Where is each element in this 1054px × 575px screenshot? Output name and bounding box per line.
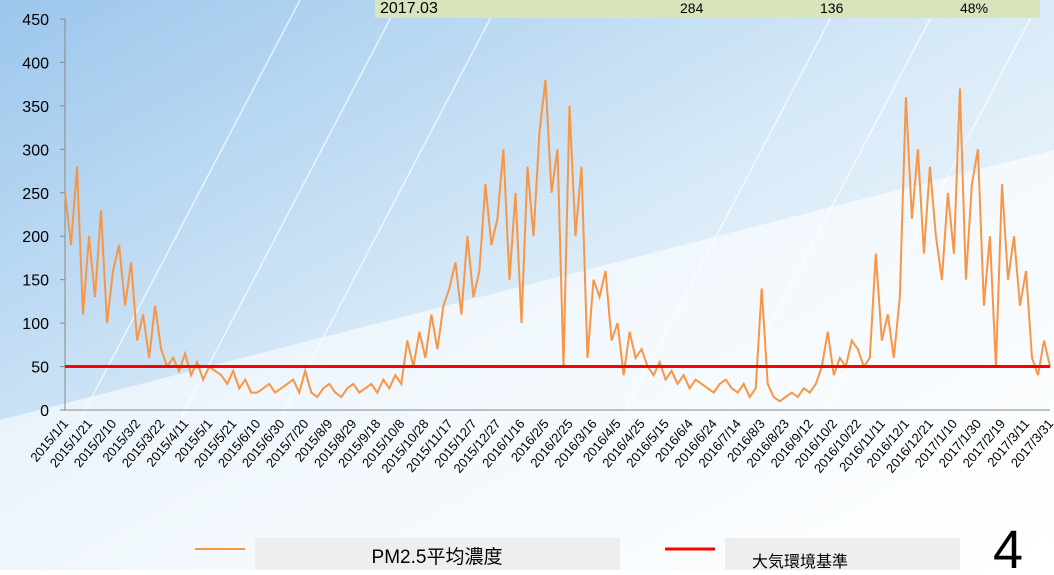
y-tick-label: 450 — [22, 12, 49, 29]
y-tick-label: 400 — [22, 55, 49, 72]
legend-box — [725, 538, 960, 570]
table-row — [375, 0, 1040, 18]
y-tick-label: 50 — [31, 360, 49, 377]
y-tick-label: 350 — [22, 99, 49, 116]
y-tick-label: 150 — [22, 273, 49, 290]
page-number: 4 — [993, 520, 1023, 570]
y-tick-label: 100 — [22, 316, 49, 333]
y-tick-label: 0 — [40, 403, 49, 420]
y-tick-label: 200 — [22, 229, 49, 246]
y-tick-label: 300 — [22, 142, 49, 159]
table-cell: 2017.03 — [380, 0, 438, 17]
legend-box — [255, 538, 620, 570]
table-cell: 48% — [960, 0, 988, 16]
legend-label: PM2.5平均濃度 — [372, 546, 503, 568]
y-tick-label: 250 — [22, 186, 49, 203]
backdrop-band — [0, 150, 1054, 570]
decor-lines — [79, 0, 1041, 421]
data-line — [64, 79, 1051, 403]
table-cell: 284 — [680, 0, 704, 16]
table-cell: 136 — [820, 0, 844, 16]
legend-label: 大気環境基準 — [752, 552, 848, 570]
